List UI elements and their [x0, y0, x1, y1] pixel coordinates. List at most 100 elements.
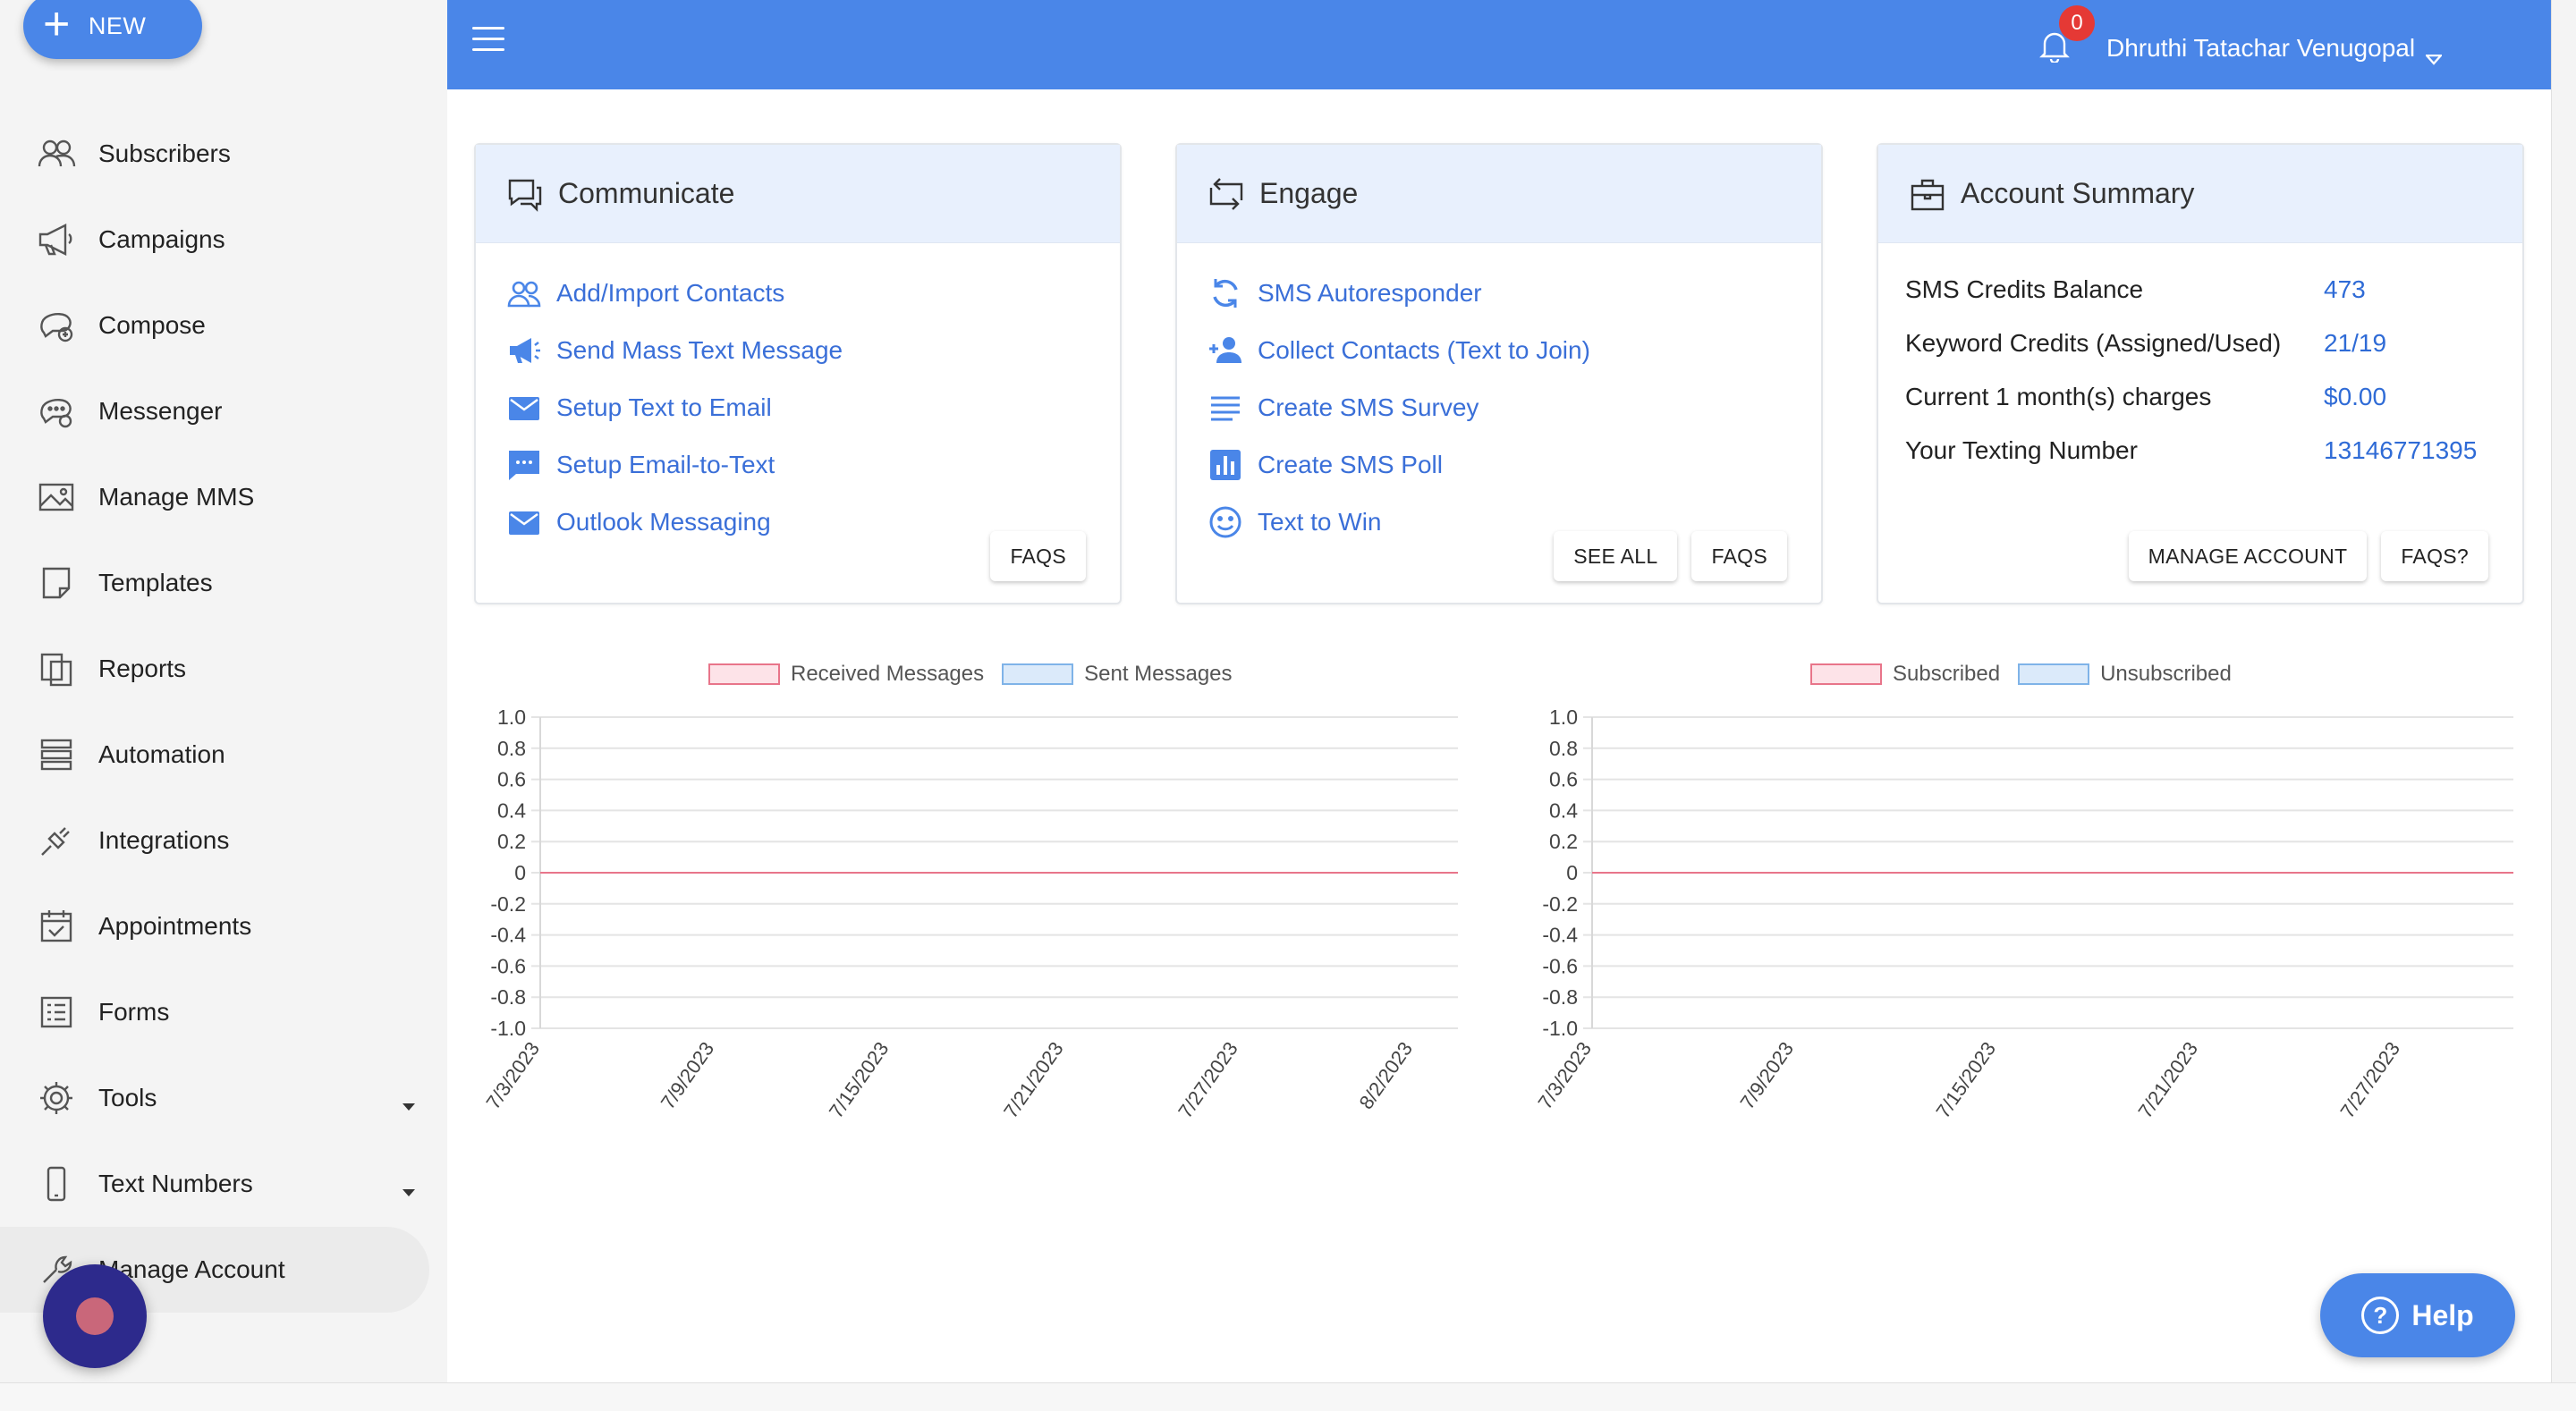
sidebar-item-label: Forms — [98, 998, 170, 1026]
link-label: Text to Win — [1258, 508, 1382, 536]
sidebar-item-label: Subscribers — [98, 139, 231, 167]
legend-item[interactable]: Subscribed — [1810, 662, 2000, 687]
sidebar-item-messenger[interactable]: Messenger — [0, 368, 447, 454]
sidebar-item-reports[interactable]: Reports — [0, 626, 447, 712]
y-tick-label: -0.4 — [490, 924, 526, 947]
bell-icon[interactable] — [2039, 29, 2075, 64]
card-title: Account Summary — [1961, 177, 2195, 209]
new-button[interactable]: + NEW — [23, 0, 202, 59]
y-tick-label: 0.2 — [497, 830, 526, 853]
link-label: Send Mass Text Message — [556, 336, 843, 364]
x-tick-label: 7/21/2023 — [999, 1038, 1068, 1123]
create-sms-poll-link[interactable]: Create SMS Poll — [1206, 436, 1821, 494]
legend-item[interactable]: Sent Messages — [1002, 662, 1233, 687]
y-tick-label: -0.6 — [490, 954, 526, 977]
sidebar-item-automation[interactable]: Automation — [0, 712, 447, 798]
y-tick-label: -0.2 — [1542, 892, 1578, 916]
setup-text-to-email-link[interactable]: Setup Text to Email — [504, 379, 1120, 436]
account-row-label: SMS Credits Balance — [1905, 275, 2144, 303]
faqs-button[interactable]: FAQS — [990, 531, 1086, 581]
megaphone-icon — [36, 219, 77, 260]
scrollbar[interactable] — [2551, 0, 2576, 1411]
y-tick-label: 1.0 — [1549, 706, 1578, 729]
help-button[interactable]: ? Help — [2320, 1273, 2515, 1357]
question-icon: ? — [2361, 1297, 2400, 1334]
chat-icon — [504, 173, 546, 215]
x-tick-label: 7/9/2023 — [657, 1038, 719, 1113]
sidebar-nav: Subscribers Campaigns Compose Messenger … — [0, 111, 447, 1313]
faqs-button[interactable]: FAQS — [1691, 531, 1787, 581]
people-icon — [36, 133, 77, 174]
sidebar-item-tools[interactable]: Tools — [0, 1055, 447, 1141]
horizontal-scrollbar[interactable] — [0, 1382, 2576, 1411]
legend-label: Unsubscribed — [2100, 662, 2232, 686]
outlook-messaging-link[interactable]: Outlook Messaging — [504, 494, 1120, 551]
record-button[interactable] — [43, 1264, 147, 1368]
sidebar-item-label: Manage MMS — [98, 483, 255, 511]
engage-card: Engage SMS Autoresponder Collect Contact… — [1175, 143, 1823, 604]
sidebar-item-subscribers[interactable]: Subscribers — [0, 111, 447, 197]
y-tick-label: 0 — [1566, 861, 1578, 884]
legend-item[interactable]: Received Messages — [708, 662, 984, 687]
topbar: 0 Dhruthi Tatachar Venugopal — [447, 0, 2551, 89]
y-tick-label: 0.8 — [1549, 737, 1578, 760]
y-tick-label: 0.8 — [497, 737, 526, 760]
account-row-value: 13146771395 — [2324, 436, 2478, 464]
legend-swatch — [1810, 663, 1882, 685]
see-all-button[interactable]: SEE ALL — [1554, 531, 1678, 581]
add-import-contacts-link[interactable]: Add/Import Contacts — [504, 265, 1120, 322]
chevron-down-icon — [402, 1189, 415, 1196]
subscribers-chart: Subscribed Unsubscribed 1.0 0.8 0.6 0.4 0.2 0… — [1526, 662, 2519, 1162]
wrench-icon — [36, 1249, 77, 1290]
sidebar-item-label: Appointments — [98, 912, 252, 940]
poll-icon — [1206, 445, 1245, 485]
sms-autoresponder-link[interactable]: SMS Autoresponder — [1206, 265, 1821, 322]
sidebar-item-appointments[interactable]: Appointments — [0, 883, 447, 969]
megaphone-icon — [504, 331, 544, 370]
add-person-icon — [1206, 331, 1245, 370]
hamburger-menu-icon[interactable] — [472, 27, 504, 54]
sidebar-item-templates[interactable]: Templates — [0, 540, 447, 626]
link-label: Create SMS Poll — [1258, 451, 1443, 478]
y-tick-label: 0.2 — [1549, 830, 1578, 853]
account-row-charges: Current 1 month(s) charges $0.00 — [1878, 370, 2522, 424]
user-menu[interactable]: Dhruthi Tatachar Venugopal — [2106, 34, 2444, 65]
create-sms-survey-link[interactable]: Create SMS Survey — [1206, 379, 1821, 436]
user-name: Dhruthi Tatachar Venugopal — [2106, 34, 2416, 62]
chart-plot: 1.0 0.8 0.6 0.4 0.2 0 -0.2 -0.4 -0.6 -0.8 -1.07/3/… — [481, 706, 1458, 1123]
chart-plot: 1.0 0.8 0.6 0.4 0.2 0 -0.2 -0.4 -0.6 -0.8 -1.07/3/… — [1533, 706, 2513, 1123]
y-tick-label: -0.6 — [1542, 954, 1578, 977]
sidebar-item-manage-mms[interactable]: Manage MMS — [0, 454, 447, 540]
legend-item[interactable]: Unsubscribed — [2018, 662, 2232, 687]
legend-label: Subscribed — [1893, 662, 2001, 686]
chart-legend: Received Messages Sent Messages — [708, 662, 1250, 687]
plug-icon — [36, 820, 77, 861]
faqs-button[interactable]: FAQS? — [2381, 531, 2488, 581]
y-tick-label: 0.4 — [1549, 798, 1578, 822]
card-header: Account Summary — [1878, 145, 2522, 243]
sidebar-item-label: Compose — [98, 311, 206, 339]
account-row-value: $0.00 — [2324, 383, 2387, 410]
send-mass-text-link[interactable]: Send Mass Text Message — [504, 322, 1120, 379]
x-tick-label: 7/3/2023 — [1533, 1038, 1596, 1113]
y-tick-label: 0.6 — [497, 768, 526, 791]
sidebar-item-forms[interactable]: Forms — [0, 969, 447, 1055]
setup-email-to-text-link[interactable]: Setup Email-to-Text — [504, 436, 1120, 494]
manage-account-button[interactable]: MANAGE ACCOUNT — [2128, 531, 2368, 581]
engage-icon — [1206, 173, 1247, 215]
collect-contacts-link[interactable]: Collect Contacts (Text to Join) — [1206, 322, 1821, 379]
sidebar-item-text-numbers[interactable]: Text Numbers — [0, 1141, 447, 1227]
y-tick-label: 0 — [514, 861, 526, 884]
account-row-value: 21/19 — [2324, 329, 2387, 357]
account-row-keyword-credits: Keyword Credits (Assigned/Used) 21/19 — [1878, 317, 2522, 370]
x-tick-label: 7/9/2023 — [1735, 1038, 1798, 1113]
sidebar-item-integrations[interactable]: Integrations — [0, 798, 447, 883]
text-to-win-link[interactable]: Text to Win — [1206, 494, 1821, 551]
sidebar-item-campaigns[interactable]: Campaigns — [0, 197, 447, 283]
account-row-label: Current 1 month(s) charges — [1905, 383, 2212, 410]
notification-badge: 0 — [2059, 5, 2095, 41]
chart-legend: Subscribed Unsubscribed — [1810, 662, 2250, 687]
y-tick-label: -0.2 — [490, 892, 526, 916]
x-tick-label: 7/15/2023 — [1931, 1038, 2000, 1123]
sidebar-item-compose[interactable]: Compose — [0, 283, 447, 368]
